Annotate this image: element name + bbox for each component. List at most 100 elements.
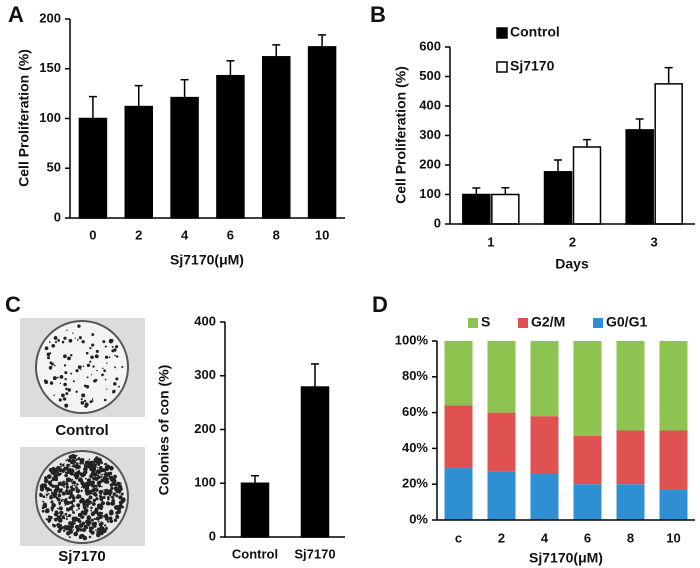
colony	[91, 511, 96, 515]
colony	[51, 503, 56, 508]
bar	[307, 46, 337, 219]
colony	[113, 518, 118, 522]
image-label: Control	[55, 422, 108, 439]
colony	[69, 531, 73, 534]
bar-segment	[573, 435, 602, 485]
panel-label: B	[370, 2, 386, 27]
colony	[58, 491, 61, 494]
colony	[96, 513, 99, 515]
colony	[82, 527, 87, 532]
bar-segment	[616, 341, 645, 431]
colony	[105, 480, 110, 484]
colony	[63, 466, 68, 471]
colony	[113, 382, 117, 386]
colony	[47, 520, 51, 523]
x-tick-label: 4	[541, 530, 549, 545]
colony	[94, 488, 99, 492]
colony	[114, 478, 116, 481]
colony	[66, 515, 68, 518]
colony	[47, 515, 51, 518]
colony	[110, 486, 114, 490]
colony	[90, 374, 93, 376]
y-tick-label: 400	[419, 97, 441, 112]
colony	[88, 500, 91, 503]
colony	[56, 497, 61, 502]
colony	[85, 385, 90, 389]
colony	[75, 468, 77, 470]
colony	[93, 517, 97, 521]
x-tick-label: 1	[487, 234, 494, 249]
y-tick-label: 200	[194, 421, 216, 436]
colony	[96, 480, 102, 486]
colony	[103, 398, 107, 402]
colony	[100, 461, 104, 465]
colony	[84, 402, 89, 407]
colony	[84, 487, 87, 490]
colony	[90, 477, 92, 479]
colony	[68, 470, 72, 475]
colony	[100, 526, 105, 531]
colony	[113, 474, 117, 479]
y-tick-label: 100	[419, 186, 441, 201]
colony	[68, 496, 72, 500]
colony	[49, 495, 53, 500]
colony	[86, 515, 92, 521]
x-tick-label: 8	[273, 227, 280, 242]
colony	[54, 510, 57, 513]
colony	[115, 494, 119, 498]
colony	[59, 514, 62, 517]
colony	[68, 490, 73, 495]
colony	[106, 362, 108, 364]
colony	[78, 336, 82, 340]
colony	[111, 345, 114, 348]
bar-segment	[659, 341, 688, 431]
x-tick-label: 4	[181, 227, 189, 242]
colony	[91, 343, 95, 347]
colony	[67, 458, 69, 460]
bar-segment	[573, 484, 602, 520]
colony	[63, 514, 65, 516]
bar-segment	[659, 489, 688, 520]
colony	[69, 465, 71, 467]
colony	[89, 347, 92, 350]
colony	[107, 495, 110, 499]
colony	[78, 469, 81, 472]
colony	[101, 473, 104, 476]
colony	[85, 351, 89, 355]
colony	[45, 493, 49, 496]
colony	[91, 467, 97, 472]
y-tick-label: 300	[194, 367, 216, 382]
bar-segment	[616, 430, 645, 485]
colony	[68, 514, 72, 518]
colony	[80, 398, 83, 401]
y-tick-label: 0	[434, 215, 441, 230]
x-tick-label: 2	[135, 227, 142, 242]
colony	[64, 403, 69, 408]
colony	[58, 526, 63, 531]
colony	[67, 356, 71, 361]
image-label: Sj7170	[58, 548, 106, 565]
x-tick-label: 0	[89, 227, 96, 242]
colony	[53, 394, 55, 397]
bar	[300, 386, 330, 538]
colony	[67, 388, 71, 392]
colony	[114, 366, 116, 369]
legend-label: S	[481, 314, 490, 330]
bar	[262, 56, 291, 219]
colony	[63, 486, 65, 488]
colony	[98, 514, 103, 520]
colony	[121, 501, 123, 504]
colony	[39, 493, 43, 498]
colony	[102, 340, 106, 344]
colony	[51, 343, 56, 348]
x-tick-label: 8	[627, 530, 634, 545]
y-tick-label: 0%	[409, 511, 428, 526]
colony	[58, 503, 61, 506]
colony	[67, 467, 72, 472]
bar	[572, 146, 602, 225]
colony	[100, 495, 102, 498]
x-tick-label: 10	[666, 530, 680, 545]
colony	[93, 521, 98, 526]
colony	[59, 374, 64, 379]
